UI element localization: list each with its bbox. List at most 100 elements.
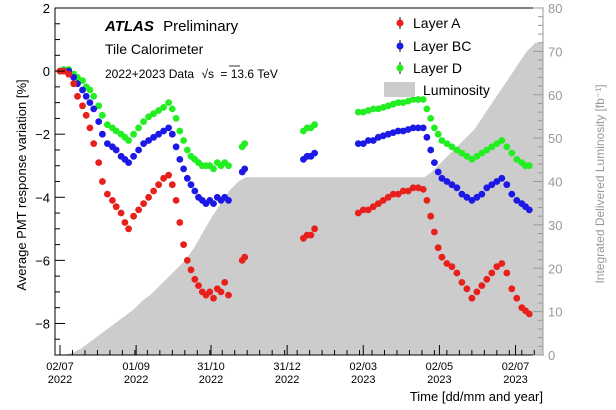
- svg-text:2022+2023 Data √s: 2022+2023 Data √s = 13.6 TeV: [105, 67, 278, 81]
- data-point-layer-a: [508, 285, 516, 293]
- data-point-layer-d: [427, 115, 435, 122]
- axes-layer: 20−2−4−6−80102030405060708002/07202201/0…: [35, 1, 562, 386]
- data-point-layer-a: [369, 203, 377, 211]
- y2-tick-label: 50: [548, 131, 562, 146]
- data-point-layer-a: [513, 294, 521, 302]
- data-point-layer-bc: [140, 140, 148, 148]
- data-point-layer-a: [379, 197, 387, 204]
- data-point-layer-d: [453, 146, 461, 154]
- data-point-layer-a: [160, 174, 168, 182]
- x-tick-label-year: 2022: [199, 374, 223, 386]
- data-point-layer-d: [354, 108, 362, 116]
- data-point-layer-bc: [359, 140, 367, 148]
- y2-tick-label: 0: [548, 348, 555, 363]
- data-point-layer-a: [191, 275, 199, 283]
- data-point-layer-d: [225, 162, 232, 170]
- data-point-layer-a: [307, 231, 315, 239]
- data-point-layer-bc: [414, 124, 422, 132]
- data-point-layer-bc: [525, 206, 533, 214]
- legend-swatch-luminosity: [384, 82, 415, 97]
- legend-entry-layer-bc: Layer BC: [396, 38, 471, 54]
- luminosity-area: [63, 42, 543, 355]
- data-point-layer-a: [104, 190, 111, 198]
- data-point-layer-a: [117, 209, 125, 217]
- legend-marker-layer-bc: [396, 42, 404, 50]
- data-point-layer-d: [168, 105, 176, 113]
- data-point-layer-a: [468, 294, 476, 302]
- data-point-layer-a: [70, 80, 78, 88]
- data-point-layer-d: [438, 137, 446, 144]
- data-point-layer-a: [423, 197, 431, 204]
- x-tick-label-year: 2022: [48, 374, 72, 386]
- data-point-layer-a: [493, 263, 501, 271]
- data-point-layer-bc: [443, 178, 451, 185]
- data-point-layer-d: [493, 140, 501, 148]
- data-point-layer-bc: [498, 174, 506, 182]
- data-point-layer-a: [155, 181, 163, 189]
- data-point-layer-bc: [86, 99, 94, 106]
- data-point-layer-d: [311, 121, 318, 129]
- y2-tick-label: 80: [548, 1, 562, 16]
- data-point-layer-a: [74, 92, 81, 100]
- data-point-layer-a: [183, 257, 191, 264]
- data-point-layer-a: [525, 310, 533, 318]
- data-point-layer-d: [165, 99, 173, 106]
- data-point-layer-d: [458, 149, 466, 157]
- data-point-layer-a: [419, 186, 427, 193]
- data-point-layer-d: [86, 86, 94, 94]
- data-point-layer-a: [90, 140, 98, 148]
- data-point-layer-d: [95, 102, 103, 110]
- data-point-layer-bc: [99, 130, 106, 138]
- data-point-layer-d: [409, 96, 417, 103]
- x-tick-label-date: 31/10: [197, 361, 225, 373]
- data-point-layer-a: [135, 206, 143, 214]
- data-point-layer-bc: [241, 165, 249, 173]
- data-point-layer-bc: [458, 190, 466, 198]
- data-point-layer-bc: [453, 184, 461, 192]
- data-point-layer-d: [145, 113, 153, 121]
- x-tick-label-year: 2023: [427, 374, 451, 386]
- data-point-layer-a: [384, 193, 392, 201]
- y-tick-label: −2: [35, 127, 50, 142]
- data-point-layer-a: [394, 190, 402, 198]
- data-point-layer-bc: [104, 140, 111, 148]
- x-tick-label-date: 02/03: [350, 361, 378, 373]
- x-tick-label-year: 2022: [275, 374, 299, 386]
- data-point-layer-bc: [187, 181, 195, 189]
- data-point-layer-bc: [483, 184, 491, 192]
- data-point-layer-bc: [165, 124, 173, 132]
- data-point-layer-a: [112, 203, 120, 211]
- data-point-layer-d: [498, 137, 506, 144]
- data-point-layer-a: [354, 209, 362, 217]
- data-point-layer-a: [458, 279, 466, 286]
- status-label: Preliminary: [163, 18, 239, 35]
- data-point-layer-a: [431, 228, 438, 236]
- data-point-layer-a: [168, 181, 176, 189]
- data-point-layer-a: [453, 269, 461, 277]
- y2-tick-label: 60: [548, 88, 562, 103]
- data-point-layer-d: [125, 137, 132, 144]
- data-point-layer-a: [195, 282, 202, 289]
- sqrt-s-symbol: √s: [201, 67, 214, 81]
- x-tick-label-year: 2023: [503, 374, 527, 386]
- data-point-layer-d: [463, 152, 471, 160]
- data-point-layer-d: [483, 146, 491, 154]
- data-point-layer-a: [206, 288, 214, 296]
- experiment-label: ATLAS: [104, 18, 154, 35]
- data-point-layer-a: [483, 275, 491, 283]
- annotation-block: ATLAS Preliminary Tile Calorimeter 2022+…: [104, 18, 278, 81]
- data-point-layer-d: [176, 127, 184, 135]
- x-tick-label-date: 01/09: [122, 361, 150, 373]
- data-point-layer-d: [525, 162, 533, 170]
- svg-text:ATLAS Preliminary: ATLAS Preliminary: [104, 18, 239, 35]
- data-point-layer-bc: [160, 127, 168, 135]
- data-point-layer-a: [503, 269, 511, 277]
- data-point-layer-a: [130, 212, 138, 220]
- data-point-layer-bc: [438, 174, 446, 182]
- data-point-layer-a: [443, 260, 451, 267]
- data-point-layer-a: [498, 260, 506, 267]
- data-point-layer-bc: [135, 146, 143, 154]
- data-point-layer-a: [404, 187, 412, 195]
